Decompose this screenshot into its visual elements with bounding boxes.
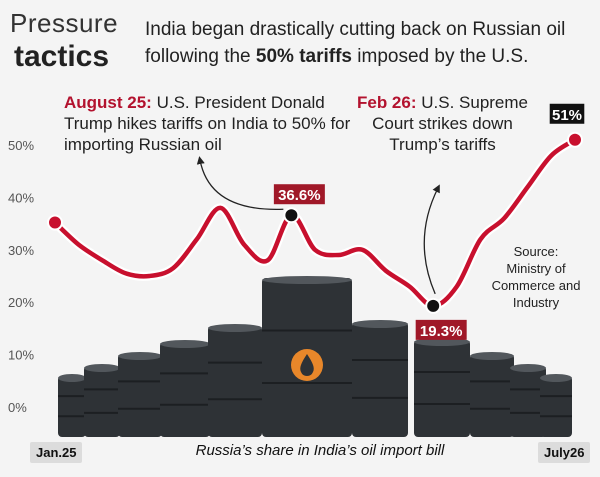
barrel-top [414, 338, 470, 346]
barrel [540, 376, 572, 437]
data-label-1: 19.3% [420, 323, 463, 340]
annotation-arrows [196, 156, 440, 295]
data-label-end: 51% [552, 107, 582, 124]
annotation-august: August 25: U.S. President Donald Trump h… [64, 92, 364, 155]
barrel [118, 354, 162, 437]
barrel-top [540, 374, 572, 382]
data-label-end-bg [549, 103, 585, 124]
point-highlight [283, 207, 300, 224]
barrel [352, 322, 408, 437]
data-label-1-bg [415, 319, 467, 340]
barrel [160, 342, 210, 437]
barrel [58, 376, 86, 437]
series-line [50, 135, 580, 311]
y-tick-label: 40% [8, 190, 34, 205]
annotation-arrow-feb [423, 184, 440, 295]
barrel [208, 326, 262, 437]
x-start-label: Jan.25 [30, 442, 83, 463]
barrel [84, 366, 120, 437]
point-markers: 36.6% 19.3% 51% [47, 103, 585, 340]
y-tick-label: 50% [8, 138, 34, 153]
source-note: Source: Ministry of Commerce and Industr… [491, 244, 581, 310]
point-end [567, 131, 583, 148]
oil-drop-glyph [300, 354, 314, 376]
annotation-august-date: August 25: [64, 93, 152, 112]
subtitle-part2: imposed by the U.S. [352, 46, 529, 67]
y-tick-label: 0% [8, 400, 27, 415]
annotation-arrow-august [196, 156, 284, 210]
barrel-top [510, 364, 546, 372]
annotation-feb: Feb 26: U.S. Supreme Court strikes down … [355, 92, 530, 155]
y-axis: 0% 10% 20% 30% 40% 50% [8, 138, 34, 415]
annotation-feb-text: U.S. Supreme Court strikes down Trump’s … [372, 93, 529, 154]
barrel-top [352, 320, 408, 328]
barrel-top [58, 374, 86, 382]
series-line-path [52, 137, 578, 309]
subtitle: India began drastically cutting back on … [145, 16, 595, 70]
barrel [414, 340, 470, 437]
annotation-august-text: U.S. President Donald Trump hikes tariff… [64, 93, 351, 154]
barrel-top [262, 276, 352, 284]
barrel-top [160, 340, 210, 348]
x-end-label: July26 [538, 442, 591, 463]
barrel [470, 354, 514, 437]
barrel [510, 366, 546, 437]
barrel-top [208, 324, 262, 332]
barrel-top [470, 352, 514, 360]
subtitle-part1: India began drastically cutting back on … [145, 19, 566, 67]
barrel-top [118, 352, 162, 360]
x-axis-caption: Russia’s share in India’s oil import bil… [195, 442, 445, 459]
title-pressure: Pressure [10, 8, 119, 38]
footer-band [0, 437, 600, 477]
y-tick-label: 20% [8, 295, 34, 310]
barrels-illustration [0, 276, 600, 477]
barrel-top [84, 364, 120, 372]
y-tick-label: 10% [8, 348, 34, 363]
start-point [47, 214, 63, 231]
annotation-feb-date: Feb 26: [356, 93, 417, 112]
data-label-0: 36.6% [278, 187, 321, 204]
data-label-0-bg [273, 184, 325, 205]
y-tick-label: 30% [8, 243, 34, 258]
point-highlight [425, 297, 442, 314]
subtitle-bold: 50% tariffs [255, 46, 353, 67]
title-tactics: tactics [14, 40, 110, 73]
